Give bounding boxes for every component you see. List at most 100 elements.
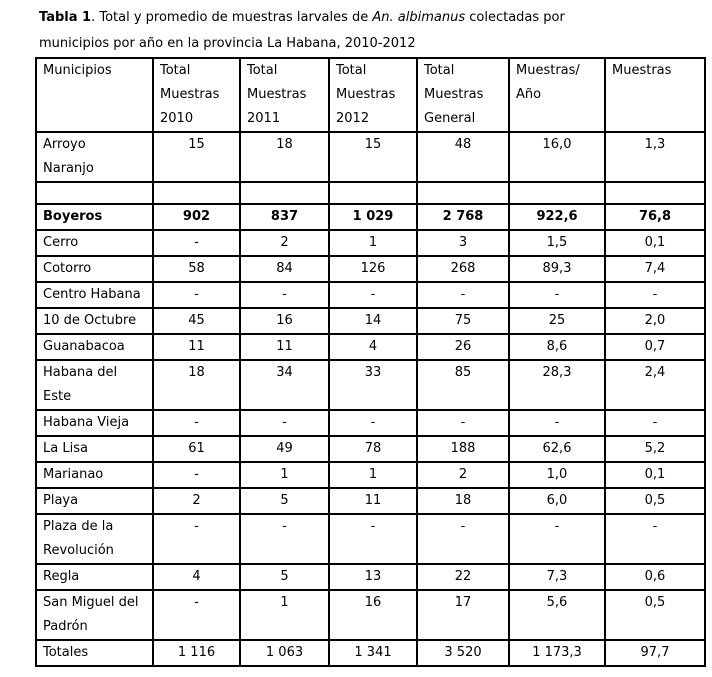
municipality-cell: Boyeros	[35, 203, 154, 231]
value-cell: 18	[152, 359, 241, 411]
municipality-cell: Centro Habana	[35, 281, 154, 309]
municipality-cell: Marianao	[35, 461, 154, 489]
table-row: Habana del Este 18 34 33 85 28,3 2,4	[35, 359, 706, 411]
value-cell: 49	[239, 435, 330, 463]
table-caption: Tabla 1. Total y promedio de muestras la…	[39, 5, 689, 57]
municipality-cell: Cotorro	[35, 255, 154, 283]
municipality-cell: Cerro	[35, 229, 154, 257]
value-cell: 126	[328, 255, 418, 283]
municipality-cell: Arroyo Naranjo	[35, 131, 154, 183]
column-header: Muestras/ Año	[508, 57, 606, 133]
value-cell: 1 063	[239, 639, 330, 667]
table-row: Habana Vieja - - - - - -	[35, 409, 706, 437]
value-cell: -	[416, 281, 510, 309]
value-cell: 1 029	[328, 203, 418, 231]
value-cell: 5,2	[604, 435, 706, 463]
value-cell: 8,6	[508, 333, 606, 361]
value-cell: 33	[328, 359, 418, 411]
column-header: Total Muestras 2012	[328, 57, 418, 133]
municipality-cell: Habana del Este	[35, 359, 154, 411]
value-cell: 1 341	[328, 639, 418, 667]
value-cell: 26	[416, 333, 510, 361]
table-row: Regla 4 5 13 22 7,3 0,6	[35, 563, 706, 591]
table-row: Centro Habana - - - - - -	[35, 281, 706, 309]
value-cell	[604, 181, 706, 205]
value-cell: 0,5	[604, 589, 706, 641]
table-body: Arroyo Naranjo 15 18 15 48 16,0 1,3 Boyeros 902 8…	[35, 131, 706, 667]
municipality-cell: 10 de Octubre	[35, 307, 154, 335]
value-cell: -	[152, 589, 241, 641]
value-cell: -	[239, 409, 330, 437]
value-cell: 4	[152, 563, 241, 591]
value-cell: 3	[416, 229, 510, 257]
value-cell: 16	[239, 307, 330, 335]
value-cell	[152, 181, 241, 205]
value-cell	[239, 181, 330, 205]
value-cell: 48	[416, 131, 510, 183]
value-cell: -	[239, 281, 330, 309]
value-cell: 45	[152, 307, 241, 335]
value-cell: 0,1	[604, 461, 706, 489]
municipality-cell: Habana Vieja	[35, 409, 154, 437]
value-cell: 0,6	[604, 563, 706, 591]
column-header: Muestras	[604, 57, 706, 133]
value-cell: -	[152, 513, 241, 565]
value-cell: -	[416, 409, 510, 437]
value-cell: 2	[152, 487, 241, 515]
value-cell: 3 520	[416, 639, 510, 667]
value-cell: 1	[239, 461, 330, 489]
value-cell: -	[328, 409, 418, 437]
value-cell: -	[508, 281, 606, 309]
value-cell	[508, 181, 606, 205]
table-row: Boyeros 902 837 1 029 2 768 922,6 76,8	[35, 203, 706, 231]
value-cell: 922,6	[508, 203, 606, 231]
value-cell: 4	[328, 333, 418, 361]
table-row: Guanabacoa 11 11 4 26 8,6 0,7	[35, 333, 706, 361]
table-row: Totales 1 116 1 063 1 341 3 520 1 173,3 97,7	[35, 639, 706, 667]
value-cell: -	[508, 513, 606, 565]
samples-table: Municipios Total Muestras 2010 Total Muest…	[35, 57, 706, 667]
value-cell: 0,7	[604, 333, 706, 361]
value-cell: 16	[328, 589, 418, 641]
value-cell: -	[328, 281, 418, 309]
value-cell: 1,3	[604, 131, 706, 183]
value-cell: 89,3	[508, 255, 606, 283]
table-row: 10 de Octubre 45 16 14 75 25 2,0	[35, 307, 706, 335]
table-row: Arroyo Naranjo 15 18 15 48 16,0 1,3	[35, 131, 706, 183]
value-cell: 11	[239, 333, 330, 361]
value-cell: 18	[416, 487, 510, 515]
value-cell: 6,0	[508, 487, 606, 515]
value-cell: 84	[239, 255, 330, 283]
value-cell: 75	[416, 307, 510, 335]
value-cell: 18	[239, 131, 330, 183]
value-cell: -	[152, 461, 241, 489]
value-cell: 1	[239, 589, 330, 641]
value-cell: 62,6	[508, 435, 606, 463]
value-cell: -	[239, 513, 330, 565]
caption-label: Tabla 1	[39, 10, 92, 25]
value-cell: -	[328, 513, 418, 565]
value-cell: 1	[328, 461, 418, 489]
value-cell	[328, 181, 418, 205]
column-header: Municipios	[35, 57, 154, 133]
value-cell: 76,8	[604, 203, 706, 231]
value-cell: 1	[328, 229, 418, 257]
value-cell: 5	[239, 487, 330, 515]
value-cell	[416, 181, 510, 205]
value-cell: 16,0	[508, 131, 606, 183]
value-cell: 14	[328, 307, 418, 335]
value-cell: 902	[152, 203, 241, 231]
caption-text-after-species: colectadas por	[465, 10, 565, 25]
header-row: Municipios Total Muestras 2010 Total Muest…	[35, 57, 706, 133]
value-cell: 97,7	[604, 639, 706, 667]
value-cell: 28,3	[508, 359, 606, 411]
table-row: Cerro -2 1 3 1,5 0,1	[35, 229, 706, 257]
value-cell: 11	[152, 333, 241, 361]
value-cell: 0,5	[604, 487, 706, 515]
municipality-cell: Regla	[35, 563, 154, 591]
value-cell: 1,0	[508, 461, 606, 489]
value-cell: 1,5	[508, 229, 606, 257]
value-cell: 837	[239, 203, 330, 231]
value-cell: 58	[152, 255, 241, 283]
